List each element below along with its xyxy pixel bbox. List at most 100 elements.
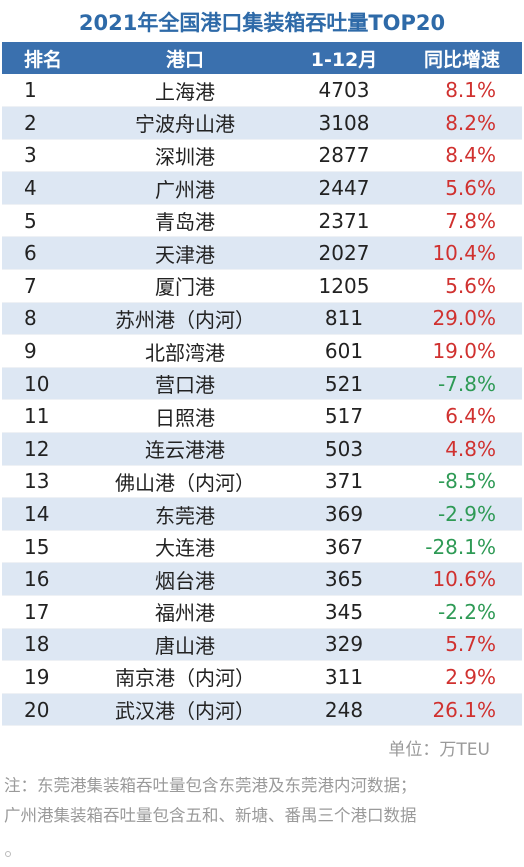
table-row: 19 南京港（内河） 311 2.9% [2,661,522,694]
volume-cell: 2371 [286,204,402,237]
port-cell: 宁波舟山港 [84,107,286,140]
volume-cell: 365 [286,563,402,596]
volume-cell: 517 [286,400,402,433]
growth-cell: 10.6% [402,563,522,596]
volume-cell: 521 [286,367,402,400]
growth-cell: 8.1% [402,74,522,107]
volume-cell: 2027 [286,237,402,270]
growth-cell: 4.8% [402,433,522,466]
port-cell: 烟台港 [84,563,286,596]
growth-cell: 6.4% [402,400,522,433]
rank-cell: 15 [2,530,84,563]
growth-cell: 8.2% [402,107,522,140]
table-row: 13 佛山港（内河） 371 -8.5% [2,465,522,498]
table-row: 1 上海港 4703 8.1% [2,74,522,107]
volume-cell: 248 [286,693,402,726]
volume-cell: 1205 [286,270,402,303]
header-port: 港口 [84,42,286,74]
rank-cell: 18 [2,628,84,661]
table-body: 1 上海港 4703 8.1% 2 宁波舟山港 3108 8.2% 3 深圳港 2877 8.4% 4 广… [2,74,522,726]
page-title: 2021年全国港口集装箱吞吐量TOP20 [0,4,524,42]
table-row: 2 宁波舟山港 3108 8.2% [2,107,522,140]
rank-cell: 13 [2,465,84,498]
rank-cell: 17 [2,596,84,629]
growth-cell: 5.6% [402,172,522,205]
table-row: 17 福州港 345 -2.2% [2,596,522,629]
rank-cell: 20 [2,693,84,726]
rank-cell: 2 [2,107,84,140]
header-volume: 1-12月 [286,42,402,74]
port-cell: 东莞港 [84,498,286,531]
port-cell: 深圳港 [84,139,286,172]
footnote-line: 注：东莞港集装箱吞吐量包含东莞港及东莞港内河数据； [4,771,522,801]
rank-cell: 12 [2,433,84,466]
table-row: 9 北部湾港 601 19.0% [2,335,522,368]
growth-cell: 5.6% [402,270,522,303]
volume-cell: 4703 [286,74,402,107]
volume-cell: 345 [286,596,402,629]
rank-cell: 4 [2,172,84,205]
growth-cell: -2.9% [402,498,522,531]
port-cell: 厦门港 [84,270,286,303]
table-row: 16 烟台港 365 10.6% [2,563,522,596]
volume-cell: 601 [286,335,402,368]
volume-cell: 329 [286,628,402,661]
port-cell: 福州港 [84,596,286,629]
rank-cell: 9 [2,335,84,368]
rank-cell: 1 [2,74,84,107]
unit-label: 单位：万TEU [388,735,490,760]
table-row: 18 唐山港 329 5.7% [2,628,522,661]
ports-table: 排名 港口 1-12月 同比增速 1 上海港 4703 8.1% 2 宁波舟山港 3108 8… [2,42,522,726]
rank-cell: 7 [2,270,84,303]
table-row: 11 日照港 517 6.4% [2,400,522,433]
growth-cell: -7.8% [402,367,522,400]
growth-cell: -2.2% [402,596,522,629]
port-cell: 苏州港（内河） [84,302,286,335]
rank-cell: 3 [2,139,84,172]
header-rank: 排名 [2,42,84,74]
port-cell: 大连港 [84,530,286,563]
growth-cell: 5.7% [402,628,522,661]
table-row: 3 深圳港 2877 8.4% [2,139,522,172]
port-cell: 南京港（内河） [84,661,286,694]
table-header-row: 排名 港口 1-12月 同比增速 [2,42,522,74]
growth-cell: 29.0% [402,302,522,335]
growth-cell: 2.9% [402,661,522,694]
port-cell: 日照港 [84,400,286,433]
growth-cell: -8.5% [402,465,522,498]
volume-cell: 371 [286,465,402,498]
growth-cell: 8.4% [402,139,522,172]
volume-cell: 811 [286,302,402,335]
growth-cell: 26.1% [402,693,522,726]
rank-cell: 14 [2,498,84,531]
port-cell: 青岛港 [84,204,286,237]
growth-cell: 10.4% [402,237,522,270]
table-row: 7 厦门港 1205 5.6% [2,270,522,303]
table-row: 10 营口港 521 -7.8% [2,367,522,400]
rank-cell: 10 [2,367,84,400]
volume-cell: 2877 [286,139,402,172]
footnotes: 注：东莞港集装箱吞吐量包含东莞港及东莞港内河数据； 广州港集装箱吞吐量包含五和、… [4,771,522,831]
table-row: 14 东莞港 369 -2.9% [2,498,522,531]
table-row: 12 连云港港 503 4.8% [2,433,522,466]
rank-cell: 19 [2,661,84,694]
volume-cell: 311 [286,661,402,694]
rank-cell: 6 [2,237,84,270]
volume-cell: 2447 [286,172,402,205]
volume-cell: 369 [286,498,402,531]
port-cell: 佛山港（内河） [84,465,286,498]
rank-cell: 11 [2,400,84,433]
port-cell: 北部湾港 [84,335,286,368]
table-row: 4 广州港 2447 5.6% [2,172,522,205]
volume-cell: 503 [286,433,402,466]
rank-cell: 5 [2,204,84,237]
footnote-line: 广州港集装箱吞吐量包含五和、新塘、番禺三个港口数据 [4,801,522,831]
port-cell: 上海港 [84,74,286,107]
table-row: 20 武汉港（内河） 248 26.1% [2,693,522,726]
volume-cell: 367 [286,530,402,563]
rank-cell: 8 [2,302,84,335]
table-row: 5 青岛港 2371 7.8% [2,204,522,237]
port-cell: 连云港港 [84,433,286,466]
table-row: 8 苏州港（内河） 811 29.0% [2,302,522,335]
growth-cell: -28.1% [402,530,522,563]
